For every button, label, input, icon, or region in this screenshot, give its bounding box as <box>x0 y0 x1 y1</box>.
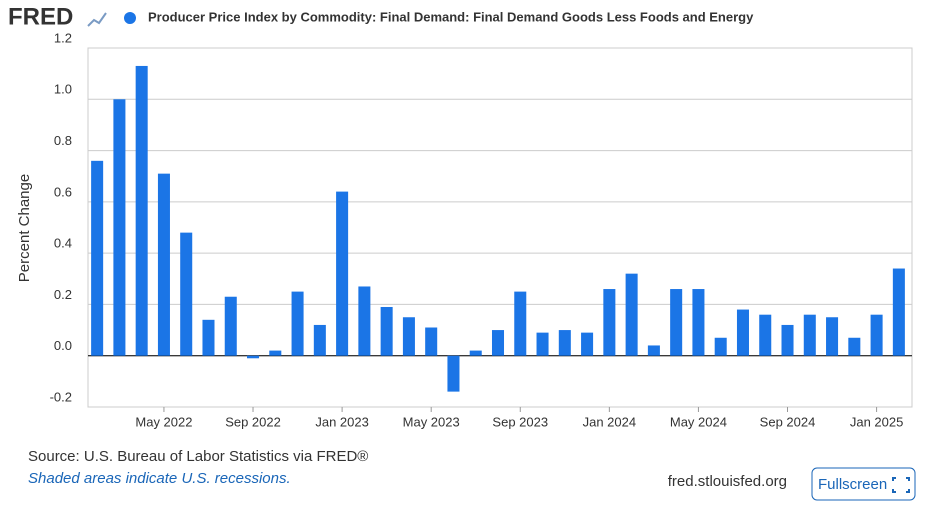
bar <box>892 268 905 356</box>
x-tick-label: May 2023 <box>403 414 460 429</box>
bar <box>91 160 104 356</box>
bar <box>380 306 393 356</box>
x-tick-label: Jan 2024 <box>583 414 637 429</box>
source: Source: U.S. Bureau of Labor Statistics … <box>28 448 368 465</box>
site-url: fred.stlouisfed.org <box>668 473 787 490</box>
bar <box>603 289 616 356</box>
bar <box>514 291 527 356</box>
recession-note: Shaded areas indicate U.S. recessions. <box>28 470 291 487</box>
legend-swatch <box>124 12 136 24</box>
fullscreen-label[interactable]: Fullscreen <box>818 476 887 493</box>
bar <box>336 191 349 356</box>
bar <box>625 273 638 356</box>
bar <box>581 332 594 356</box>
legend-label: Producer Price Index by Commodity: Final… <box>148 9 754 24</box>
y-tick-label: 0.6 <box>54 184 72 199</box>
bar <box>313 324 326 356</box>
bar <box>558 330 571 356</box>
y-tick-label: 1.0 <box>54 82 72 97</box>
x-tick-label: Jan 2023 <box>315 414 369 429</box>
bar <box>826 317 839 356</box>
bar <box>781 324 794 356</box>
fullscreen-button[interactable] <box>811 467 916 501</box>
x-tick-label: May 2022 <box>135 414 192 429</box>
y-axis-label: Percent Change <box>16 174 33 282</box>
x-tick-label: Sep 2022 <box>225 414 281 429</box>
logo-icon <box>87 12 107 27</box>
bar <box>803 314 816 356</box>
y-tick-label: 0.4 <box>54 236 72 251</box>
bar <box>157 173 170 356</box>
bar <box>736 309 749 356</box>
bar <box>425 327 438 356</box>
bar <box>269 350 282 356</box>
bar <box>647 345 660 356</box>
logo: FRED <box>8 3 73 30</box>
bar <box>692 289 705 356</box>
y-tick-label: 0.8 <box>54 133 72 148</box>
bar <box>870 314 883 356</box>
x-tick-label: May 2024 <box>670 414 727 429</box>
bar <box>358 286 371 356</box>
bar <box>491 330 505 356</box>
y-tick-label: 1.2 <box>54 30 72 45</box>
bar <box>447 355 460 392</box>
y-tick-label: 0.2 <box>54 287 72 302</box>
bar <box>135 65 148 356</box>
bar <box>202 319 215 356</box>
bar <box>180 232 193 356</box>
bar <box>670 289 683 356</box>
x-tick-label: Sep 2023 <box>492 414 548 429</box>
fullscreen-icon <box>892 477 910 493</box>
bar <box>113 99 126 356</box>
bar <box>224 296 237 356</box>
x-tick-label: Sep 2024 <box>760 414 816 429</box>
bar <box>714 337 727 356</box>
bar <box>402 317 415 356</box>
bar <box>291 291 304 356</box>
y-tick-label: -0.2 <box>50 389 72 404</box>
x-tick-label: Jan 2025 <box>850 414 904 429</box>
bar <box>848 337 861 356</box>
bar <box>469 350 482 356</box>
y-tick-label: 0.0 <box>54 338 72 353</box>
bar <box>536 332 549 356</box>
bar <box>759 314 772 356</box>
bar <box>247 355 260 359</box>
